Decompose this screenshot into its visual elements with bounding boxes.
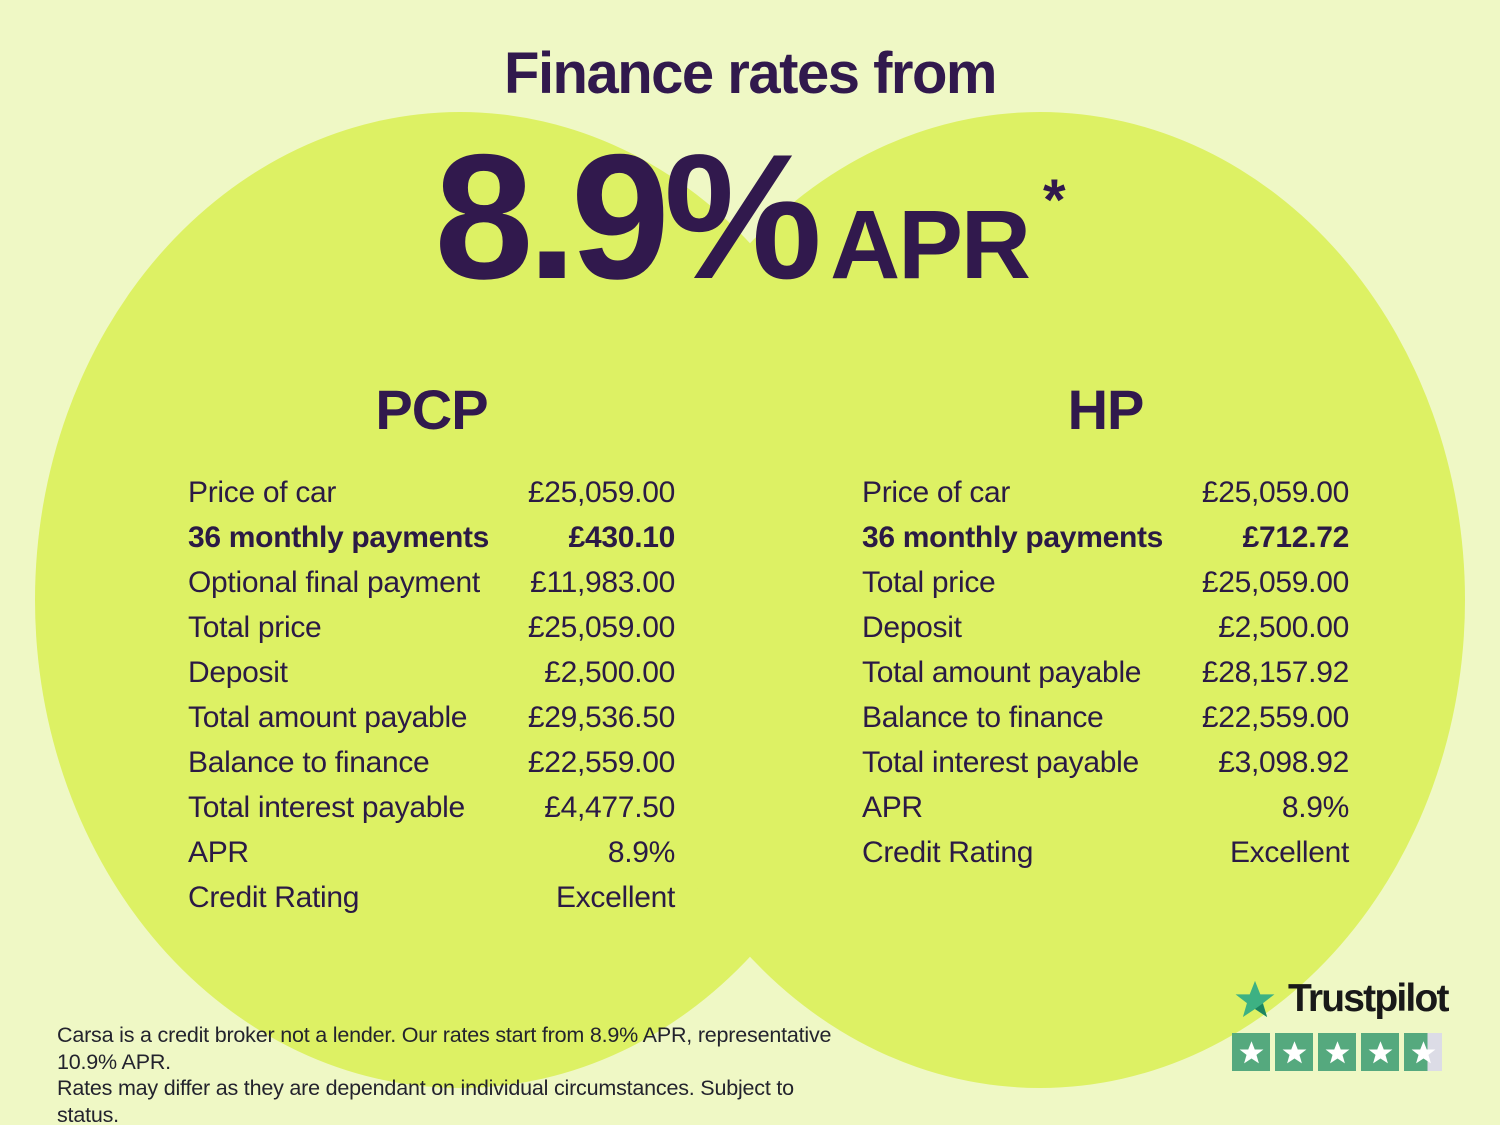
row-value: £22,559.00 bbox=[1201, 701, 1349, 734]
row-value: £25,059.00 bbox=[527, 611, 675, 644]
disclaimer-line-1: Carsa is a credit broker not a lender. O… bbox=[57, 1023, 832, 1074]
table-row: 36 monthly payments £712.72 bbox=[862, 515, 1349, 560]
row-label: Total amount payable bbox=[188, 701, 468, 734]
row-value: £430.10 bbox=[568, 521, 676, 554]
row-value: £25,059.00 bbox=[1201, 476, 1349, 509]
row-value: 8.9% bbox=[607, 836, 675, 869]
table-row: Balance to finance £22,559.00 bbox=[862, 695, 1349, 740]
table-row: Total price £25,059.00 bbox=[188, 605, 675, 650]
row-label: Credit Rating bbox=[188, 881, 360, 914]
row-value: £25,059.00 bbox=[527, 476, 675, 509]
trustpilot-logo: Trustpilot bbox=[1232, 976, 1449, 1022]
white-star-icon bbox=[1325, 1040, 1349, 1063]
pcp-heading: PCP bbox=[375, 378, 488, 441]
row-value: £22,559.00 bbox=[527, 746, 675, 779]
row-label: Credit Rating bbox=[862, 836, 1034, 869]
row-value: £11,983.00 bbox=[530, 566, 675, 599]
row-label: Total interest payable bbox=[862, 746, 1139, 779]
row-value: £4,477.50 bbox=[544, 791, 675, 824]
table-row: Optional final payment £11,983.00 bbox=[188, 560, 675, 605]
star-box-3 bbox=[1318, 1033, 1356, 1071]
row-label: Optional final payment bbox=[188, 566, 480, 599]
row-value: Excellent bbox=[1229, 836, 1349, 869]
row-label: Balance to finance bbox=[862, 701, 1104, 734]
row-label: Total price bbox=[188, 611, 322, 644]
table-row: APR 8.9% bbox=[188, 830, 675, 875]
row-label: Deposit bbox=[862, 611, 962, 644]
star-box-2 bbox=[1275, 1033, 1313, 1071]
trustpilot-rating-stars bbox=[1232, 1033, 1446, 1071]
rate-value: 8.9% bbox=[434, 117, 822, 316]
row-label: Price of car bbox=[188, 476, 337, 509]
star-box-5-half bbox=[1404, 1033, 1442, 1071]
table-row: Price of car £25,059.00 bbox=[188, 470, 675, 515]
pcp-rows: Price of car £25,059.00 36 monthly payme… bbox=[188, 470, 675, 920]
page-title: Finance rates from bbox=[504, 41, 997, 106]
white-star-icon bbox=[1239, 1040, 1263, 1063]
white-star-icon bbox=[1368, 1040, 1392, 1063]
row-label: 36 monthly payments bbox=[188, 521, 490, 554]
disclaimer-line-2: Rates may differ as they are dependant o… bbox=[57, 1076, 794, 1125]
hp-heading: HP bbox=[1067, 378, 1145, 441]
trustpilot-badge: Trustpilot bbox=[1232, 976, 1449, 1071]
table-row: 36 monthly payments £430.10 bbox=[188, 515, 675, 560]
row-label: Total amount payable bbox=[862, 656, 1142, 689]
table-row: Deposit £2,500.00 bbox=[862, 605, 1349, 650]
star-box-1 bbox=[1232, 1033, 1270, 1071]
row-value: £29,536.50 bbox=[527, 701, 675, 734]
row-value: £3,098.92 bbox=[1218, 746, 1349, 779]
background-circle-right bbox=[615, 112, 1465, 1088]
row-label: Price of car bbox=[862, 476, 1011, 509]
row-value: £28,157.92 bbox=[1201, 656, 1349, 689]
trustpilot-wordmark: Trustpilot bbox=[1288, 976, 1449, 1020]
row-label: Total interest payable bbox=[188, 791, 465, 824]
table-row: Price of car £25,059.00 bbox=[862, 470, 1349, 515]
table-row: APR 8.9% bbox=[862, 785, 1349, 830]
row-value: 8.9% bbox=[1281, 791, 1349, 824]
table-row: Total interest payable £3,098.92 bbox=[862, 740, 1349, 785]
table-row: Balance to finance £22,559.00 bbox=[188, 740, 675, 785]
table-row: Deposit £2,500.00 bbox=[188, 650, 675, 695]
row-value: £712.72 bbox=[1242, 521, 1350, 554]
row-label: Deposit bbox=[188, 656, 288, 689]
rate-unit: APR bbox=[830, 190, 1031, 299]
row-value: Excellent bbox=[555, 881, 675, 914]
table-row: Total amount payable £28,157.92 bbox=[862, 650, 1349, 695]
star-box-4 bbox=[1361, 1033, 1399, 1071]
rate-asterisk: * bbox=[1042, 168, 1066, 233]
row-value: £2,500.00 bbox=[1218, 611, 1349, 644]
headline-rate: 8.9% APR * bbox=[0, 128, 1500, 306]
row-label: Balance to finance bbox=[188, 746, 430, 779]
table-row: Total interest payable £4,477.50 bbox=[188, 785, 675, 830]
pcp-table: PCP Price of car £25,059.00 36 monthly p… bbox=[188, 382, 675, 920]
table-row: Total amount payable £29,536.50 bbox=[188, 695, 675, 740]
table-row: Credit Rating Excellent bbox=[862, 830, 1349, 875]
white-star-icon bbox=[1282, 1040, 1306, 1063]
hp-table: HP Price of car £25,059.00 36 monthly pa… bbox=[862, 382, 1349, 875]
row-label: APR bbox=[188, 836, 249, 869]
row-value: £2,500.00 bbox=[544, 656, 675, 689]
row-label: APR bbox=[862, 791, 923, 824]
row-value: £25,059.00 bbox=[1201, 566, 1349, 599]
table-row: Total price £25,059.00 bbox=[862, 560, 1349, 605]
row-label: Total price bbox=[862, 566, 996, 599]
table-row: Credit Rating Excellent bbox=[188, 875, 675, 920]
hp-rows: Price of car £25,059.00 36 monthly payme… bbox=[862, 470, 1349, 875]
disclaimer: Carsa is a credit broker not a lender. O… bbox=[57, 1022, 847, 1125]
row-label: 36 monthly payments bbox=[862, 521, 1164, 554]
trustpilot-star-icon bbox=[1235, 980, 1275, 1018]
white-star-icon bbox=[1411, 1040, 1435, 1063]
